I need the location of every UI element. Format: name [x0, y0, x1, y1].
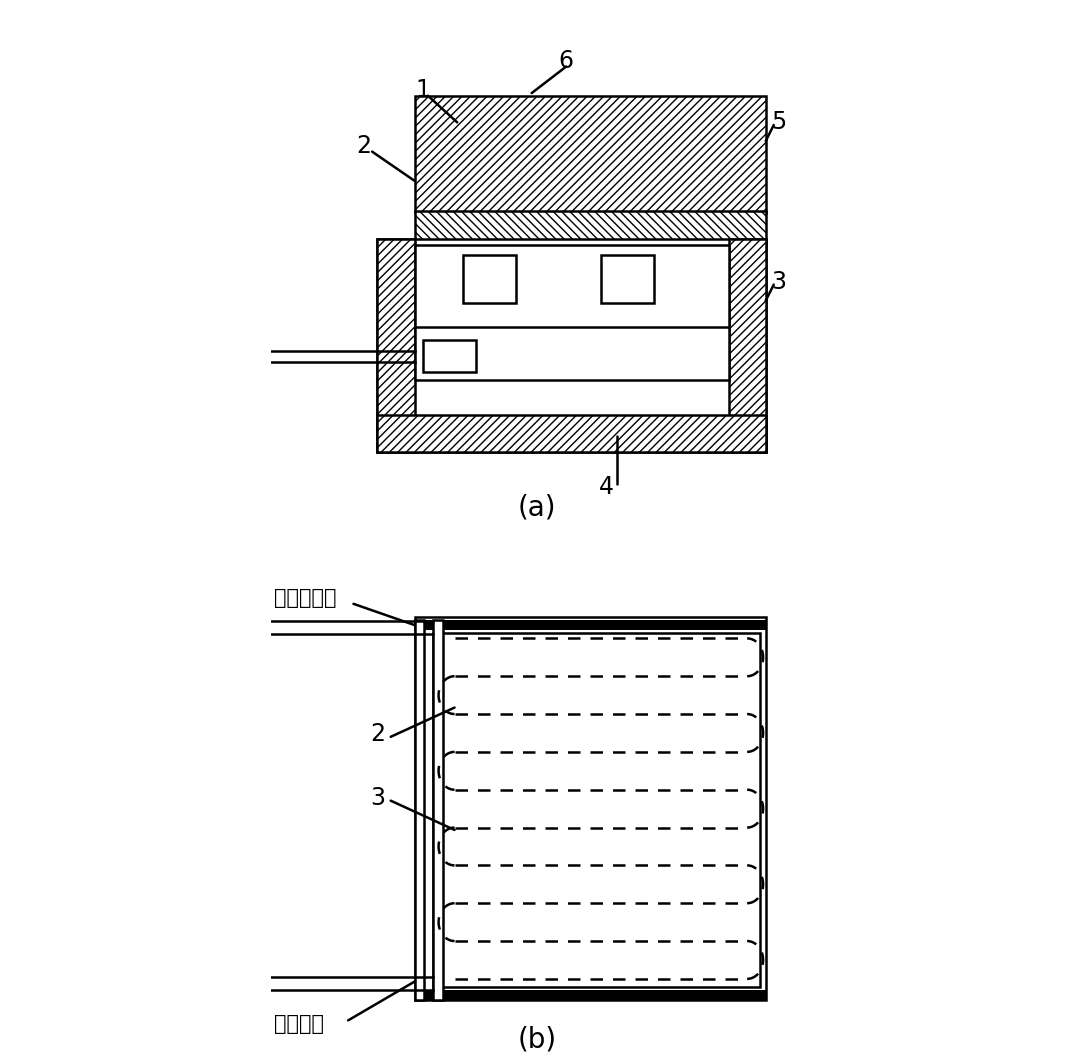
Text: (b): (b) [518, 1026, 556, 1053]
Text: 接分离出口: 接分离出口 [274, 588, 336, 609]
Bar [377, 239, 766, 452]
Text: (a): (a) [518, 494, 556, 521]
Text: 3: 3 [771, 270, 786, 294]
Bar [415, 619, 766, 630]
Text: 4: 4 [598, 475, 613, 499]
Bar [415, 96, 766, 213]
Bar [377, 239, 415, 452]
Text: 1: 1 [416, 79, 430, 102]
Bar [415, 617, 766, 1000]
Text: 3: 3 [369, 786, 384, 810]
Bar [433, 633, 760, 987]
Bar [600, 255, 654, 303]
Bar [377, 415, 766, 452]
Bar [415, 328, 728, 381]
Bar [728, 239, 766, 452]
Bar [415, 619, 424, 1000]
Text: 2: 2 [357, 134, 372, 159]
Bar [433, 619, 442, 1000]
Bar [463, 255, 516, 303]
Text: 6: 6 [558, 49, 574, 73]
Bar [415, 212, 766, 248]
Text: 接检测器: 接检测器 [274, 1014, 323, 1034]
Bar [415, 245, 728, 330]
Text: 5: 5 [771, 111, 786, 134]
Bar [415, 990, 766, 1000]
Text: 2: 2 [369, 722, 384, 746]
Bar [423, 340, 476, 372]
